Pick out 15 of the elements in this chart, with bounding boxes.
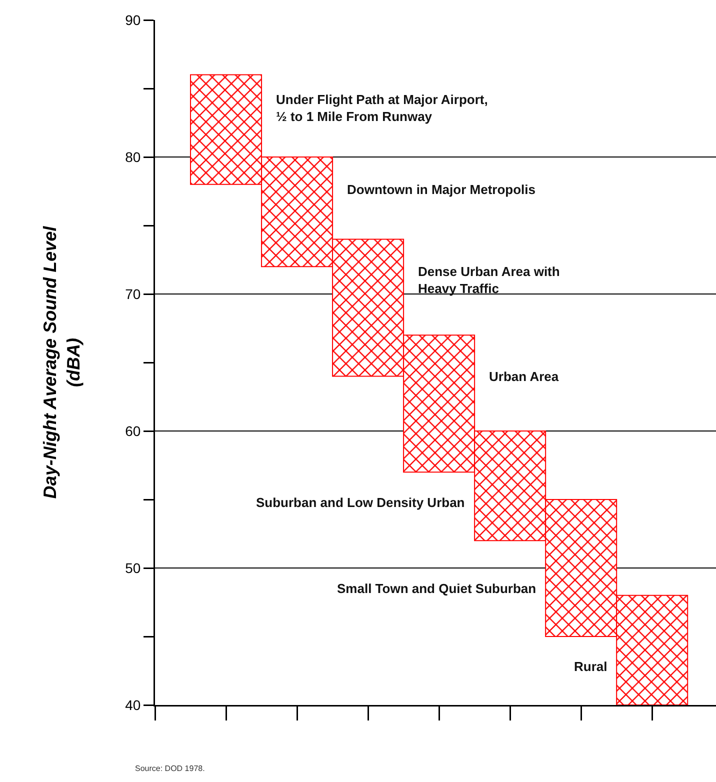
y-tick-label: 40 (125, 696, 141, 713)
y-tick-label: 90 (125, 12, 141, 28)
source-note: Source: DOD 1978. (135, 764, 205, 773)
annotation: Downtown in Major Metropolis (347, 182, 536, 197)
y-tick-label: 70 (125, 286, 141, 302)
y-tick-label: 60 (125, 422, 141, 439)
y-axis-title: Day-Night Average Sound Level (dBA) (40, 225, 84, 499)
annotation: Small Town and Quiet Suburban (337, 581, 536, 596)
annotation: Dense Urban Area with Heavy Traffic (418, 264, 560, 296)
annotation: Under Flight Path at Major Airport, ½ to 1 Mile From Runway (276, 92, 488, 124)
y-tick-label: 50 (125, 560, 141, 576)
annotation: Rural (574, 659, 608, 674)
y-tick-label: 80 (125, 148, 141, 165)
annotation: Suburban and Low Density Urban (256, 495, 465, 510)
annotation: Urban Area (489, 369, 560, 384)
